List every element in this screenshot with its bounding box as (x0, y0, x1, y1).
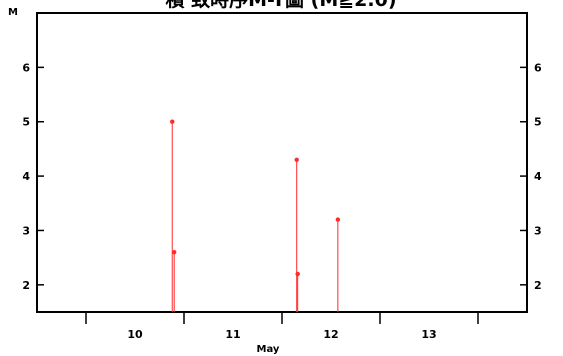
y-tick-label-right: 3 (534, 224, 542, 237)
x-tick-label: 10 (127, 328, 143, 341)
y-axis-right: 2 3 4 5 6 (520, 61, 542, 292)
stem-marker (294, 157, 299, 162)
stem-marker (295, 271, 300, 277)
stem-marker (170, 119, 175, 124)
y-tick-label-right: 6 (534, 61, 542, 74)
y-tick-label-left: 6 (22, 61, 30, 74)
chart-title: 積 致時序M-T圖 (M≧2.0) (165, 0, 396, 11)
plot-frame (36, 12, 528, 313)
y-tick-label-right: 4 (534, 170, 542, 183)
y-tick-label-left: 3 (22, 224, 30, 237)
y-tick-label-left: 2 (22, 279, 30, 292)
data-series (170, 119, 341, 312)
stem-marker (335, 217, 341, 222)
x-tick-label: 11 (225, 328, 240, 341)
y-axis-left: 2 3 4 5 6 (22, 61, 44, 292)
y-tick-label-left: 5 (22, 116, 30, 129)
x-axis: 10 11 12 13 (85, 312, 479, 341)
y-tick-label-right: 2 (534, 279, 542, 292)
x-tick-label: 12 (323, 328, 338, 341)
x-tick-label: 13 (421, 328, 436, 341)
stem-marker (172, 250, 177, 255)
y-tick-label-left: 4 (22, 170, 30, 183)
y-axis-label: M (8, 7, 18, 18)
y-tick-label-right: 5 (534, 116, 542, 129)
x-axis-label: May (257, 344, 280, 355)
